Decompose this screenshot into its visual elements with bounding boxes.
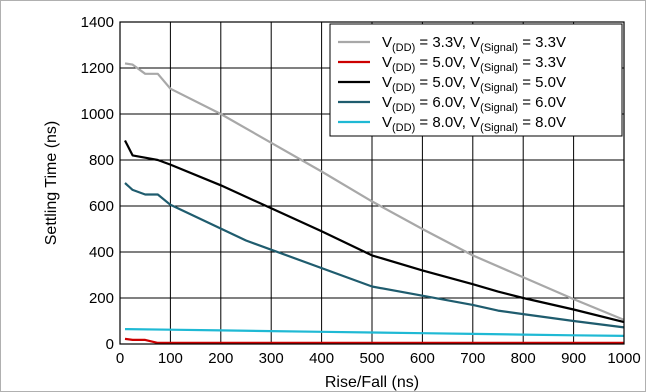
x-tick-label: 400	[309, 350, 334, 367]
x-tick-label: 1000	[607, 350, 640, 367]
x-tick-label: 300	[259, 350, 284, 367]
legend-entry: V(DD) = 5.0V, V(Signal) = 3.3V	[382, 54, 566, 74]
legend-entry: V(DD) = 8.0V, V(Signal) = 8.0V	[382, 114, 566, 134]
x-tick-label: 100	[158, 350, 183, 367]
x-tick-label: 500	[359, 350, 384, 367]
x-axis-label: Rise/Fall (ns)	[325, 374, 419, 391]
y-axis-label: Settling Time (ns)	[43, 121, 60, 245]
legend-box	[329, 23, 623, 137]
series-lines	[124, 62, 625, 344]
y-tick-label: 400	[89, 244, 114, 261]
series-line-3	[124, 182, 625, 329]
legend-entry: V(DD) = 6.0V, V(Signal) = 6.0V	[382, 94, 566, 114]
x-tick-label: 0	[116, 350, 124, 367]
y-axis-ticks: 0 200 400 600 800 1000 1200 1400	[81, 14, 114, 353]
series-line-2	[124, 140, 625, 324]
y-tick-label: 0	[106, 336, 114, 353]
y-tick-label: 800	[89, 152, 114, 169]
legend-entry: V(DD) = 3.3V, V(Signal) = 3.3V	[382, 34, 566, 54]
series-line-1	[124, 337, 624, 344]
x-tick-label: 600	[410, 350, 435, 367]
y-tick-label: 1000	[81, 106, 114, 123]
y-tick-label: 1400	[81, 14, 114, 31]
series-line-0	[124, 62, 625, 321]
x-tick-label: 200	[208, 350, 233, 367]
x-tick-label: 800	[511, 350, 536, 367]
legend: V(DD) = 3.3V, V(Signal) = 3.3VV(DD) = 5.…	[329, 23, 623, 137]
y-tick-label: 200	[89, 290, 114, 307]
series-line-4	[124, 328, 625, 337]
x-axis-ticks: 0 100 200 300 400 500 600 700 800 900 1000	[116, 350, 641, 367]
y-tick-label: 600	[89, 198, 114, 215]
x-tick-label: 700	[460, 350, 485, 367]
x-tick-label: 900	[561, 350, 586, 367]
y-tick-label: 1200	[81, 60, 114, 77]
plot-area-border	[119, 21, 625, 345]
legend-entry: V(DD) = 5.0V, V(Signal) = 5.0V	[382, 74, 566, 94]
